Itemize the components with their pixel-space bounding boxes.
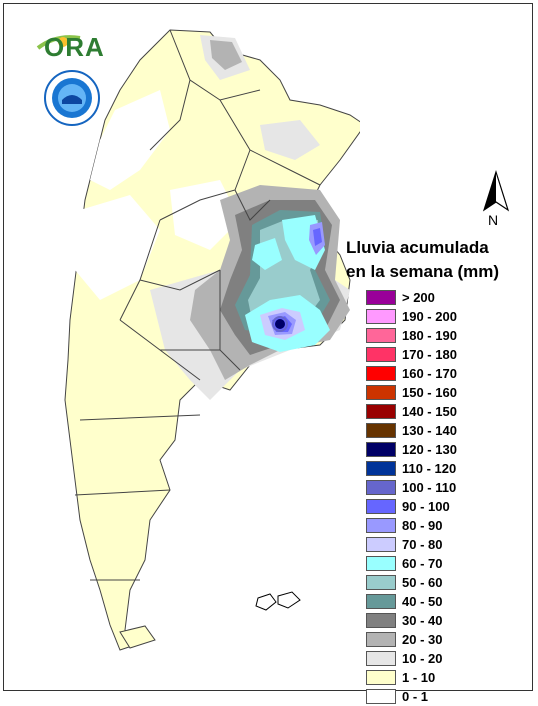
north-arrow-icon xyxy=(482,170,510,212)
legend-label: 10 - 20 xyxy=(402,651,443,666)
rainfall-legend: > 200 190 - 200 180 - 190 170 - 180 160 - 17… xyxy=(366,288,526,706)
rain-20-30-north xyxy=(210,40,242,70)
legend-label: 190 - 200 xyxy=(402,309,457,324)
legend-item: 140 - 150 xyxy=(366,402,526,421)
legend-swatch xyxy=(366,347,396,362)
legend-item: 1 - 10 xyxy=(366,668,526,687)
legend-swatch xyxy=(366,499,396,514)
legend-label: 1 - 10 xyxy=(402,670,436,685)
legend-item: 100 - 110 xyxy=(366,478,526,497)
legend-swatch xyxy=(366,423,396,438)
legend-item: 20 - 30 xyxy=(366,630,526,649)
legend-label: 60 - 70 xyxy=(402,556,443,571)
legend-item: 130 - 140 xyxy=(366,421,526,440)
legend-swatch xyxy=(366,442,396,457)
legend-item: 10 - 20 xyxy=(366,649,526,668)
legend-swatch xyxy=(366,613,396,628)
legend-item: 90 - 100 xyxy=(366,497,526,516)
legend-swatch xyxy=(366,575,396,590)
legend-label: 80 - 90 xyxy=(402,518,443,533)
legend-swatch xyxy=(366,651,396,666)
legend-item: 50 - 60 xyxy=(366,573,526,592)
legend-item: 0 - 1 xyxy=(366,687,526,706)
legend-swatch xyxy=(366,328,396,343)
rain-120-130-core xyxy=(275,319,285,329)
dry-area-northwest xyxy=(90,90,170,190)
legend-item: 80 - 90 xyxy=(366,516,526,535)
legend-item: 120 - 130 xyxy=(366,440,526,459)
legend-label: 130 - 140 xyxy=(402,423,457,438)
dry-area-west xyxy=(75,195,160,300)
legend-label: 120 - 130 xyxy=(402,442,457,457)
legend-swatch xyxy=(366,480,396,495)
province-borders xyxy=(74,29,321,581)
dry-area-center xyxy=(170,180,240,250)
legend-item: 60 - 70 xyxy=(366,554,526,573)
legend-label: 170 - 180 xyxy=(402,347,457,362)
legend-label: 100 - 110 xyxy=(402,480,457,495)
legend-title-line-2: en la semana (mm) xyxy=(346,262,500,281)
legend-label: 20 - 30 xyxy=(402,632,443,647)
legend-swatch xyxy=(366,404,396,419)
legend-item: 110 - 120 xyxy=(366,459,526,478)
malvinas-islands xyxy=(255,591,301,611)
legend-swatch xyxy=(366,594,396,609)
north-label: N xyxy=(488,212,499,228)
rain-90-100-northeast xyxy=(313,228,322,246)
legend-swatch xyxy=(366,290,396,305)
legend-label: 90 - 100 xyxy=(402,499,450,514)
rain-10-20-northeast xyxy=(260,120,320,160)
legend-label: 110 - 120 xyxy=(402,461,457,476)
legend-item: 40 - 50 xyxy=(366,592,526,611)
legend-item: > 200 xyxy=(366,288,526,307)
legend-swatch xyxy=(366,632,396,647)
legend-item: 30 - 40 xyxy=(366,611,526,630)
legend-label: > 200 xyxy=(402,290,435,305)
legend-item: 170 - 180 xyxy=(366,345,526,364)
legend-label: 140 - 150 xyxy=(402,404,457,419)
legend-item: 160 - 170 xyxy=(366,364,526,383)
legend-title-line-1: Lluvia acumulada xyxy=(346,238,489,257)
legend-label: 150 - 160 xyxy=(402,385,457,400)
ora-logo: ORA xyxy=(36,30,106,62)
legend-swatch xyxy=(366,518,396,533)
legend-label: 40 - 50 xyxy=(402,594,443,609)
legend-label: 50 - 60 xyxy=(402,575,443,590)
legend-swatch xyxy=(366,689,396,704)
legend-swatch xyxy=(366,366,396,381)
legend-item: 150 - 160 xyxy=(366,383,526,402)
legend-item: 70 - 80 xyxy=(366,535,526,554)
legend-title: Lluvia acumulada en la semana (mm) xyxy=(346,236,499,284)
seal-icon xyxy=(44,70,100,126)
legend-label: 30 - 40 xyxy=(402,613,443,628)
legend-item: 190 - 200 xyxy=(366,307,526,326)
legend-label: 70 - 80 xyxy=(402,537,443,552)
logo-text: ORA xyxy=(44,32,105,62)
legend-swatch xyxy=(366,537,396,552)
legend-swatch xyxy=(366,461,396,476)
legend-swatch xyxy=(366,556,396,571)
rain-100-110-ring xyxy=(272,316,288,332)
logo-swoosh-icon xyxy=(36,35,81,50)
legend-swatch xyxy=(366,670,396,685)
legend-swatch xyxy=(366,309,396,324)
legend-label: 0 - 1 xyxy=(402,689,429,704)
rain-60-70-west xyxy=(252,238,282,270)
tierra-del-fuego xyxy=(119,625,156,649)
legend-label: 180 - 190 xyxy=(402,328,457,343)
legend-swatch xyxy=(366,385,396,400)
legend-label: 160 - 170 xyxy=(402,366,457,381)
argentina-rainfall-map xyxy=(64,29,360,651)
legend-item: 180 - 190 xyxy=(366,326,526,345)
